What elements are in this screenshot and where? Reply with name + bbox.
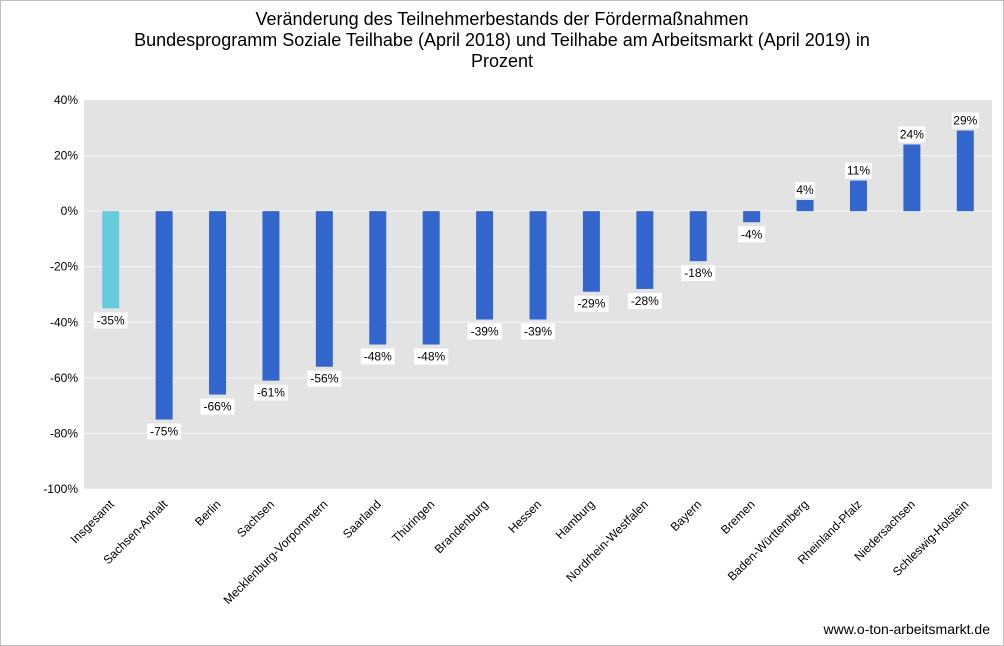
data-label-box [200,398,235,415]
data-label-box [738,226,766,243]
data-label: -48% [417,350,445,364]
y-tick-label: 40% [54,93,78,107]
data-label: -39% [471,325,499,339]
bar [422,211,440,345]
y-tick-label: -20% [50,260,78,274]
chart-title: Veränderung des Teilnehmerbestands der F… [0,9,1004,72]
bar [209,211,227,395]
y-tick-label: -80% [50,426,78,440]
bar [689,211,707,262]
bar [262,211,280,381]
bar [903,144,921,212]
x-tick-label: Mecklenburg-Vorpommern [221,497,331,607]
chart-title-line-2: Bundesprogramm Soziale Teilhabe (April 2… [134,30,870,50]
data-label-box [521,323,555,340]
bar [155,211,173,420]
x-tick-label: Insgesamt [68,497,118,547]
data-label-box [307,370,342,387]
data-label: -66% [204,400,232,414]
chart-title-line-3: Prozent [470,51,534,71]
y-tick-label: 0% [61,204,79,218]
data-label-box [93,312,128,329]
data-label-box [414,348,449,365]
data-label-box [627,292,662,309]
chart-title-line-1: Veränderung des Teilnehmerbestands der F… [255,9,749,29]
data-label: -29% [577,297,605,311]
data-label-box [253,384,288,401]
source-credit: www.o-ton-arbeitsmarkt.de [823,621,990,637]
data-label: -35% [97,313,125,327]
bar [796,200,814,212]
bar [315,211,333,367]
x-tick-label: Saarland [340,497,384,541]
bar [529,211,547,320]
data-label: -75% [150,425,178,439]
data-label: -4% [741,227,763,241]
bar [102,211,120,309]
data-label: 4% [796,183,814,197]
data-label-box [681,265,716,282]
bar [369,211,387,345]
bar [743,211,761,223]
x-tick-label: Bayern [668,497,705,534]
data-label-box [844,162,872,179]
x-tick-label: Sachsen [234,497,277,540]
data-label-box [898,126,926,143]
data-label: 11% [847,164,870,178]
data-label: -39% [524,325,552,339]
data-label-box [574,295,609,312]
x-tick-label: Thüringen [389,497,437,545]
data-label-box [467,323,502,340]
x-tick-label: Hamburg [553,497,598,542]
bar [636,211,654,289]
y-tick-label: 20% [54,149,78,163]
x-tick-label: Brandenburg [432,497,491,556]
x-tick-label: Berlin [192,497,224,529]
data-label: -18% [684,266,712,280]
y-tick-label: -60% [50,371,78,385]
bar [476,211,494,320]
y-tick-label: -100% [43,482,78,496]
x-tick-label: Hessen [505,497,544,536]
x-tick-label: Bremen [718,497,758,537]
data-label: 24% [900,127,924,141]
data-label: -48% [364,350,392,364]
data-label-box [795,182,816,199]
data-label: 29% [953,114,977,128]
data-label: -61% [257,386,285,400]
data-label-box [951,112,979,129]
data-label: -28% [631,294,659,308]
data-label-box [360,348,395,365]
y-tick-label: -40% [50,315,78,329]
bar [849,180,867,212]
data-label: -56% [310,372,338,386]
bar [956,130,974,212]
bar [582,211,600,292]
data-label-box [147,423,182,440]
